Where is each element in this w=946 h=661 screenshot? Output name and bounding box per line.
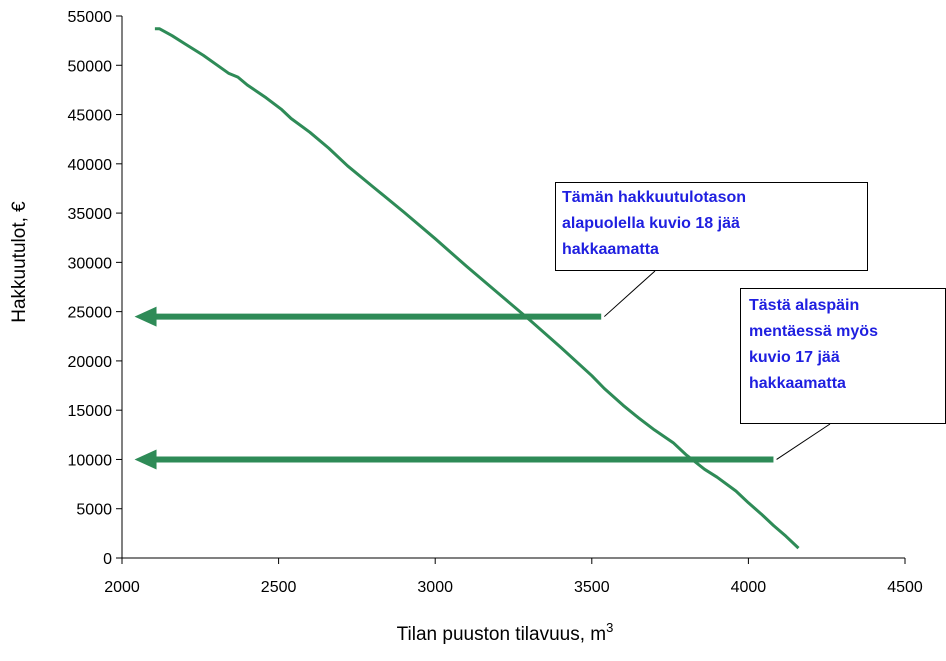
y-tick-label: 45000: [68, 108, 113, 125]
x-tick-label: 3000: [417, 579, 453, 596]
y-tick-label: 0: [103, 551, 112, 568]
y-axis-ticks: 0 5000 10000 15000 20000 25000 30000 35000 40000…: [68, 9, 122, 568]
y-tick-label: 15000: [68, 403, 113, 420]
y-axis-label: Hakkuutulot, €: [9, 201, 30, 323]
y-tick-label: 10000: [68, 452, 113, 469]
x-tick-label: 2500: [261, 579, 297, 596]
callout-leader: [776, 423, 831, 460]
y-tick-label: 30000: [68, 255, 113, 272]
arrows-layer: [134, 306, 774, 470]
x-tick-label: 2000: [104, 579, 140, 596]
annotation-callout-2: Tästä alaspäin mentäessä myös kuvio 17 j…: [740, 288, 946, 424]
axes: [121, 16, 905, 559]
y-tick-label: 20000: [68, 354, 113, 371]
y-tick-label: 25000: [68, 305, 113, 322]
x-tick-label: 4000: [731, 579, 767, 596]
y-tick-label: 50000: [68, 58, 113, 75]
series-layer: [154, 27, 800, 550]
y-tick-label: 35000: [68, 206, 113, 223]
arrow-head: [134, 306, 157, 327]
annotation-callout-1: Tämän hakkuutulotason alapuolella kuvio …: [555, 182, 868, 271]
y-tick-label: 5000: [76, 502, 112, 519]
series-line: [154, 27, 800, 550]
x-axis-ticks: 2000 2500 3000 3500 4000 4500: [104, 558, 923, 596]
y-tick-label: 55000: [68, 9, 113, 26]
x-tick-label: 4500: [887, 579, 923, 596]
callout-leaders: [603, 270, 831, 460]
arrow-head: [134, 449, 157, 470]
y-tick-label: 40000: [68, 157, 113, 174]
x-axis-label-text: Tilan puuston tilavuus, m: [397, 624, 606, 645]
x-axis-label-superscript: 3: [606, 620, 613, 635]
x-axis-label: Tilan puuston tilavuus, m3: [397, 620, 614, 645]
callout-leader: [603, 270, 656, 317]
x-tick-label: 3500: [574, 579, 610, 596]
